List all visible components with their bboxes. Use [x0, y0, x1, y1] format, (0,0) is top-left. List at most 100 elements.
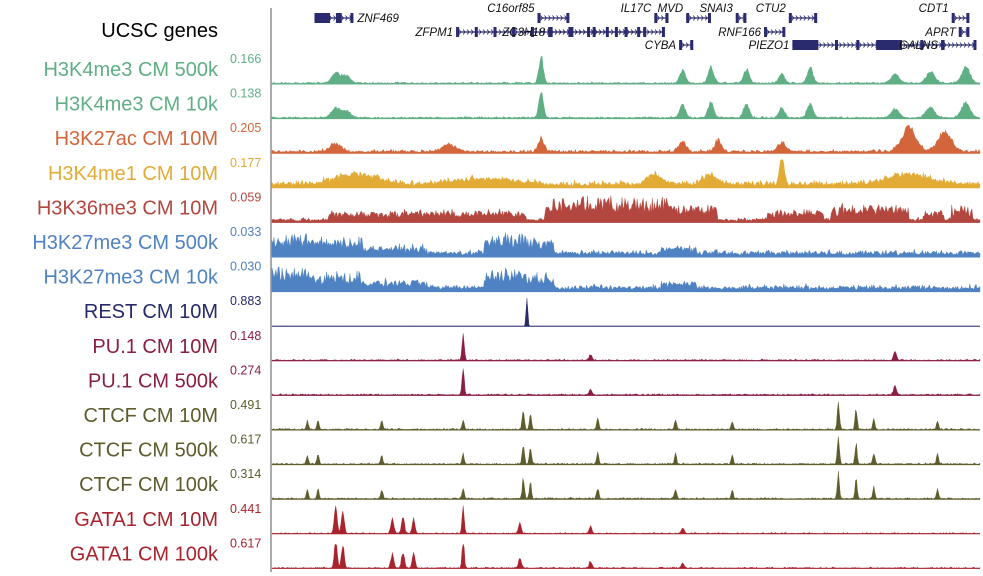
strand-chevron [811, 15, 815, 21]
strand-chevron [831, 42, 834, 48]
exon-block [512, 27, 516, 37]
track-label: H3K27ac CM 10M [55, 128, 218, 150]
strand-chevron [696, 15, 700, 21]
gene-c16orf85: C16orf85 [487, 3, 570, 23]
strand-chevron [482, 29, 486, 35]
strand-chevron [955, 42, 959, 48]
strand-chevron [566, 29, 570, 35]
exon-block [474, 27, 478, 37]
strand-chevron [843, 42, 846, 48]
gene-cdt1: CDT1 [919, 3, 970, 23]
strand-chevron [544, 15, 548, 21]
exon-block [788, 13, 792, 23]
strand-chevron [839, 42, 842, 48]
strand-chevron [935, 42, 938, 48]
gene-label: PIEZO1 [748, 40, 789, 52]
strand-chevron [646, 29, 650, 35]
signal-area [271, 125, 981, 154]
gene-aprt: APRT [924, 27, 970, 39]
track-label: REST CM 10M [84, 301, 218, 323]
exon-block [973, 40, 977, 50]
exon-block [690, 40, 694, 50]
strand-chevron [931, 42, 934, 48]
exon-block [764, 27, 768, 37]
strand-chevron [630, 29, 634, 35]
track-rest-cm-10m: REST CM 10M 0.883 [84, 294, 980, 327]
track-label: H3K4me1 CM 10M [48, 163, 218, 185]
exon-block [856, 40, 860, 50]
exon-block [966, 27, 970, 37]
track-max-value: 0.491 [230, 398, 261, 412]
gene-label: C16orf85 [487, 3, 535, 15]
gene-zc3h18: ZC3H18 [501, 27, 641, 39]
strand-chevron [770, 29, 774, 35]
exon-block [493, 27, 497, 37]
exon-block [643, 27, 647, 37]
gene-label: ZNF469 [356, 13, 399, 25]
track-pu-1-cm-10m: PU.1 CM 10M 0.148 [92, 329, 981, 362]
strand-chevron [552, 15, 556, 21]
strand-chevron [610, 29, 614, 35]
strand-chevron [915, 42, 918, 48]
track-max-value: 0.205 [230, 121, 261, 135]
strand-chevron [333, 15, 336, 21]
track-max-value: 0.177 [230, 156, 261, 170]
track-label: CTCF CM 100k [79, 474, 219, 496]
strand-chevron [871, 42, 874, 48]
exon-block [735, 13, 739, 23]
strand-chevron [490, 29, 494, 35]
strand-chevron [962, 15, 966, 21]
gene-label: APRT [924, 27, 956, 39]
strand-chevron [650, 29, 654, 35]
strand-chevron [498, 29, 502, 35]
exon-block [966, 13, 970, 23]
gene-label: CDT1 [919, 3, 949, 15]
track-max-value: 0.441 [230, 502, 261, 516]
strand-chevron [954, 15, 958, 21]
exon-block [814, 13, 818, 23]
gene-label: GALNS [899, 40, 938, 52]
strand-chevron [961, 29, 965, 35]
strand-chevron [967, 42, 971, 48]
exon-block [951, 13, 955, 23]
exon-block [654, 13, 658, 23]
strand-chevron [522, 29, 526, 35]
track-max-value: 0.166 [230, 52, 261, 66]
strand-chevron [911, 42, 914, 48]
track-max-value: 0.274 [230, 363, 261, 377]
strand-chevron [486, 29, 490, 35]
exon-block [530, 27, 534, 37]
strand-chevron [688, 15, 692, 21]
exon-block [335, 13, 342, 23]
track-max-value: 0.617 [230, 433, 261, 447]
track-h3k4me3-cm-10k: H3K4me3 CM 10k 0.138 [55, 87, 981, 120]
exon-block [876, 40, 899, 50]
track-h3k27ac-cm-10m: H3K27ac CM 10M 0.205 [55, 121, 981, 154]
strand-chevron [626, 29, 630, 35]
strand-chevron [685, 42, 689, 48]
strand-chevron [819, 42, 822, 48]
gene-label: ZFPM1 [414, 27, 453, 39]
strand-chevron [791, 15, 795, 21]
strand-chevron [959, 42, 963, 48]
track-label: GATA1 CM 100k [70, 543, 219, 565]
exon-block [592, 27, 596, 37]
signal-area [271, 232, 981, 258]
strand-chevron [506, 29, 510, 35]
strand-chevron [634, 29, 638, 35]
exon-block [920, 40, 924, 50]
strand-chevron [903, 42, 906, 48]
strand-chevron [554, 29, 558, 35]
track-h3k27me3-cm-10k: H3K27me3 CM 10k 0.030 [43, 260, 981, 293]
track-gata1-cm-10m: GATA1 CM 10M 0.441 [74, 502, 981, 535]
strand-chevron [823, 42, 826, 48]
gene-ctu2: CTU2 [756, 3, 818, 23]
exon-block [548, 27, 552, 37]
strand-chevron [558, 29, 562, 35]
gene-mvd: MVD [658, 3, 711, 23]
track-max-value: 0.059 [230, 190, 261, 204]
exon-block [665, 13, 669, 23]
track-label: PU.1 CM 10M [92, 336, 218, 358]
strand-chevron [654, 29, 658, 35]
track-ctcf-cm-100k: CTCF CM 100k 0.314 [79, 467, 981, 500]
